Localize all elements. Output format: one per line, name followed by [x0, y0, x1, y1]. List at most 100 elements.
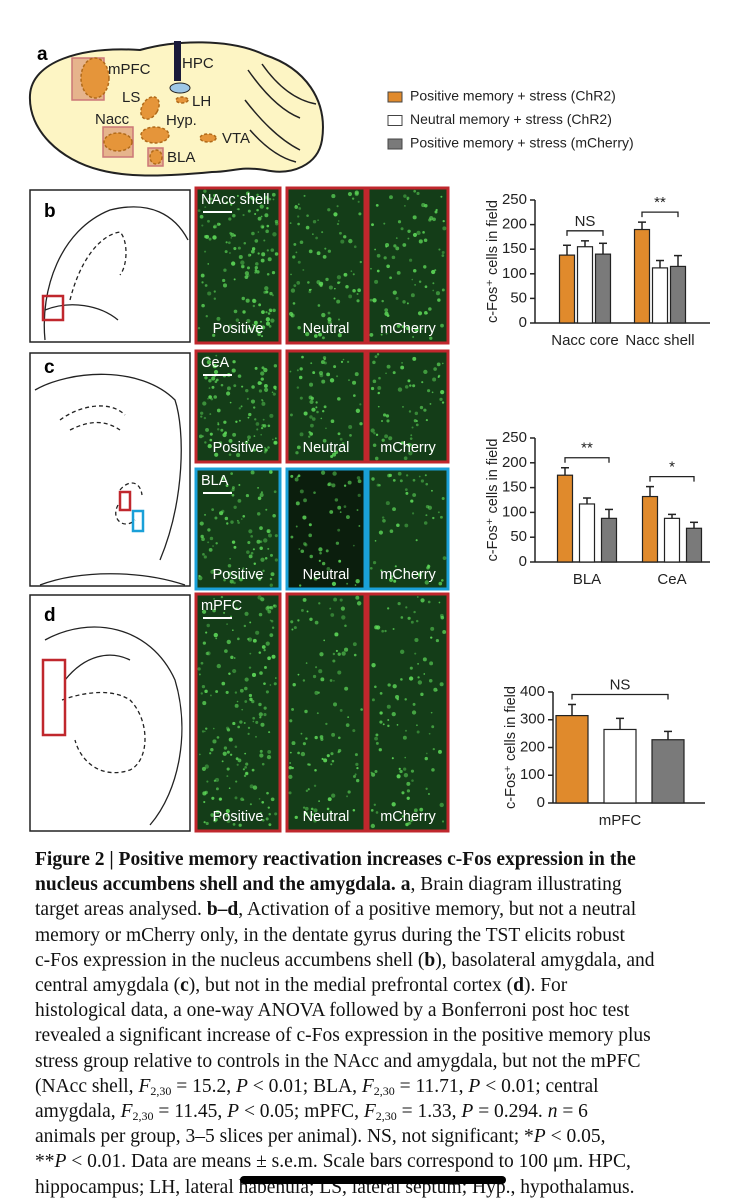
cell — [198, 673, 201, 676]
cell — [204, 376, 208, 380]
cell — [321, 561, 326, 566]
cell — [244, 611, 249, 616]
cell — [422, 231, 425, 234]
caption-text: ). For — [523, 975, 568, 997]
cell — [265, 817, 269, 821]
cell — [345, 515, 350, 520]
cell — [391, 802, 396, 807]
cell — [438, 749, 442, 754]
cell — [325, 427, 327, 430]
cell — [261, 325, 266, 330]
cell — [305, 332, 310, 337]
cell — [355, 595, 360, 600]
cell — [378, 748, 382, 752]
cell — [234, 796, 238, 800]
y-tick-label: 200 — [502, 454, 527, 471]
cell — [249, 803, 252, 806]
cell — [389, 276, 392, 280]
cell — [392, 628, 395, 630]
cell — [347, 360, 350, 364]
cell — [295, 501, 300, 506]
caption-text: (NAcc shell, — [35, 1075, 139, 1097]
cell — [213, 395, 218, 399]
significance-label: ** — [654, 194, 666, 211]
cell — [252, 716, 256, 720]
cell — [308, 395, 313, 400]
caption-line: nucleus accumbens shell and the amygdala… — [35, 872, 735, 897]
cell — [268, 812, 272, 816]
cell — [259, 716, 262, 719]
cell — [265, 229, 269, 234]
cell — [246, 397, 249, 400]
cell — [355, 408, 361, 413]
cell — [372, 360, 376, 365]
cell — [264, 448, 268, 452]
cell — [219, 816, 221, 819]
cell — [264, 446, 266, 449]
region-label: CeA — [201, 355, 230, 371]
cell — [197, 209, 201, 212]
caption-line: animals per group, 3–5 slices per animal… — [35, 1124, 735, 1149]
cell — [381, 438, 385, 442]
cell — [259, 753, 264, 758]
caption-text: n — [547, 1101, 558, 1123]
cell — [247, 637, 250, 641]
region-label: Nacc — [95, 111, 130, 128]
cell — [323, 361, 327, 365]
cell — [250, 195, 254, 200]
cell — [439, 682, 444, 687]
cell — [404, 756, 407, 759]
caption-text: 2,30 — [375, 1109, 397, 1124]
cell — [199, 214, 204, 219]
cell — [272, 198, 275, 201]
cell — [371, 698, 375, 702]
y-tick-label: 200 — [502, 216, 527, 233]
cell — [200, 692, 203, 695]
cell — [234, 691, 238, 694]
cell — [441, 362, 444, 365]
cell — [232, 360, 236, 364]
cell — [289, 751, 292, 754]
cell — [375, 203, 379, 207]
cell — [215, 690, 219, 693]
cell — [245, 330, 248, 333]
cell — [431, 489, 433, 492]
cell — [245, 298, 250, 303]
cell — [232, 432, 237, 437]
cell — [261, 399, 263, 401]
y-axis-label: c-Fos⁺ cells in field — [485, 439, 501, 562]
cell — [438, 248, 441, 251]
cell — [236, 453, 241, 458]
cell — [331, 759, 335, 763]
cell — [268, 197, 272, 201]
cell — [252, 448, 256, 452]
caption-text: stress group relative to controls in the… — [35, 1050, 641, 1072]
cell — [411, 779, 414, 782]
cell — [312, 371, 316, 375]
cell — [314, 735, 318, 740]
cell — [244, 766, 247, 769]
cell — [236, 194, 239, 197]
cell — [383, 413, 387, 417]
cell — [207, 219, 210, 223]
cell — [227, 571, 232, 576]
cell — [208, 387, 211, 389]
cell — [384, 308, 389, 313]
cell — [313, 819, 317, 823]
cell — [357, 200, 360, 203]
cell — [213, 290, 216, 293]
cell — [295, 205, 297, 207]
cell — [352, 288, 356, 293]
cell — [322, 409, 325, 413]
cell — [228, 672, 231, 675]
cell — [268, 823, 272, 827]
cell — [203, 800, 206, 804]
cell — [269, 583, 273, 587]
cell — [310, 807, 314, 811]
cell — [411, 278, 414, 281]
cell — [377, 391, 381, 395]
cell — [310, 288, 312, 291]
cell — [374, 736, 378, 741]
cell — [200, 411, 204, 415]
